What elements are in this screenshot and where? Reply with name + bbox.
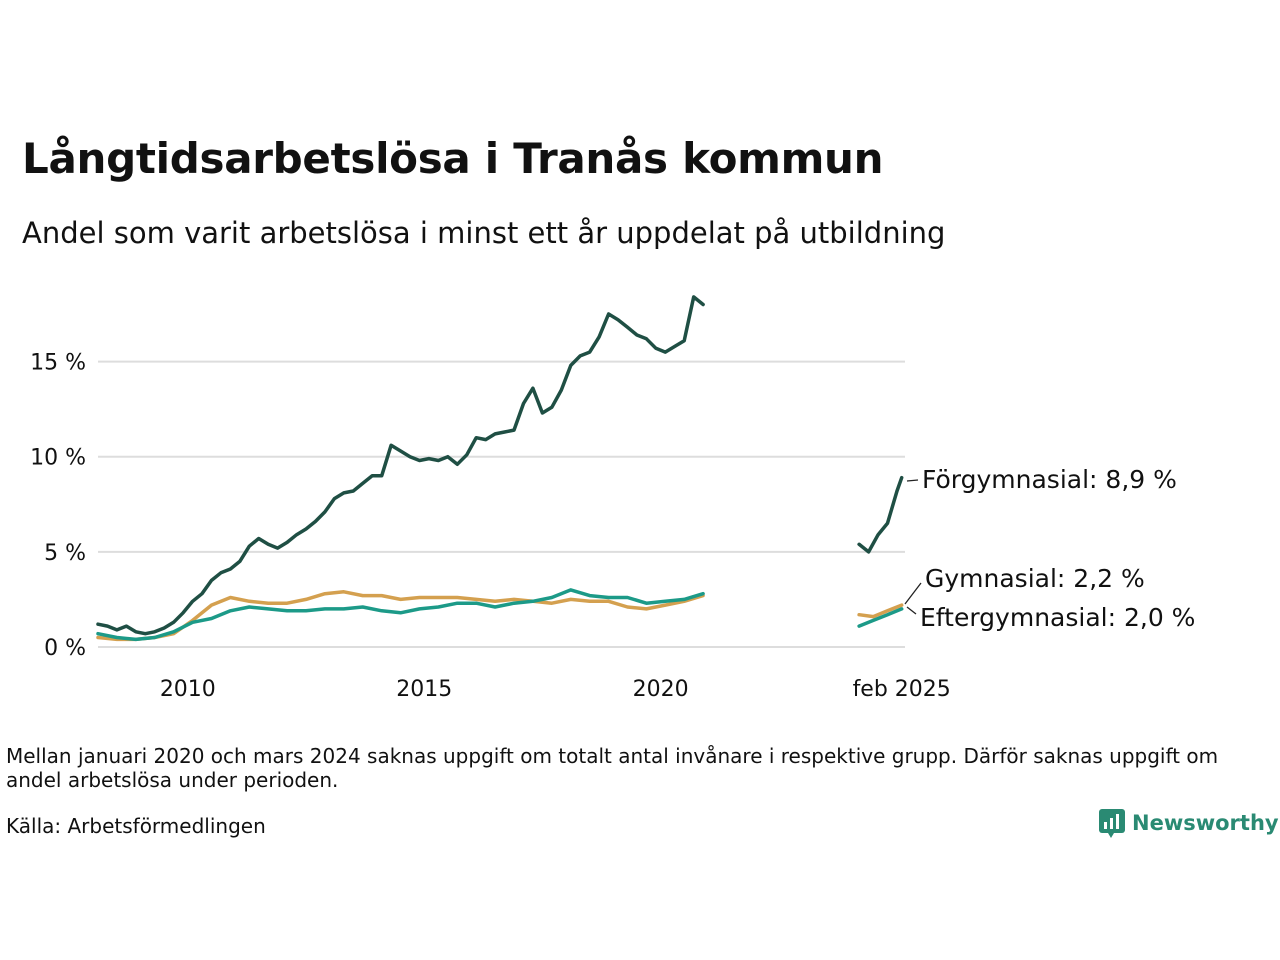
series-line-eftergymnasial-1 — [857, 607, 904, 628]
x-tick-label-2: 2020 — [633, 677, 689, 702]
x-tick-label-1: 2015 — [396, 677, 452, 702]
y-tick-label-1: 5 % — [44, 541, 86, 566]
x-tick-label-3: feb 2025 — [853, 677, 951, 702]
x-tick-label-0: 2010 — [160, 677, 216, 702]
series-line-forgymnasial-0 — [96, 295, 705, 636]
chart-title: Långtidsarbetslösa i Tranås kommun — [22, 134, 884, 183]
series-line-eftergymnasial-0 — [96, 588, 705, 642]
line-chart: 0 % 5 % 10 % 15 % 2010 2015 2020 feb 2025 Förgym… — [30, 295, 1195, 702]
leader-line-forgymnasial — [906, 479, 919, 482]
series-line-gymnasial-0 — [96, 590, 705, 642]
y-tick-label-3: 15 % — [30, 351, 86, 376]
brand-name: Newsworthy — [1132, 811, 1279, 835]
series-line-gymnasial-1 — [857, 603, 904, 619]
y-tick-label-0: 0 % — [44, 636, 86, 661]
end-label-gymnasial: Gymnasial: 2,2 % — [925, 564, 1145, 593]
bar-chart-icon — [1099, 809, 1125, 838]
newsworthy-logo[interactable]: Newsworthy — [1098, 808, 1279, 838]
series-line-forgymnasial-1 — [857, 475, 904, 554]
chart-subtitle: Andel som varit arbetslösa i minst ett å… — [22, 216, 946, 250]
source-text: Källa: Arbetsförmedlingen — [6, 814, 266, 838]
footnote: Mellan januari 2020 och mars 2024 saknas… — [6, 744, 1219, 792]
end-label-forgymnasial: Förgymnasial: 8,9 % — [922, 465, 1177, 494]
end-label-eftergymnasial: Eftergymnasial: 2,0 % — [920, 603, 1195, 632]
leader-line-eftergymnasial — [906, 606, 917, 615]
leader-line-gymnasial — [904, 582, 922, 605]
y-tick-label-2: 10 % — [30, 446, 86, 471]
